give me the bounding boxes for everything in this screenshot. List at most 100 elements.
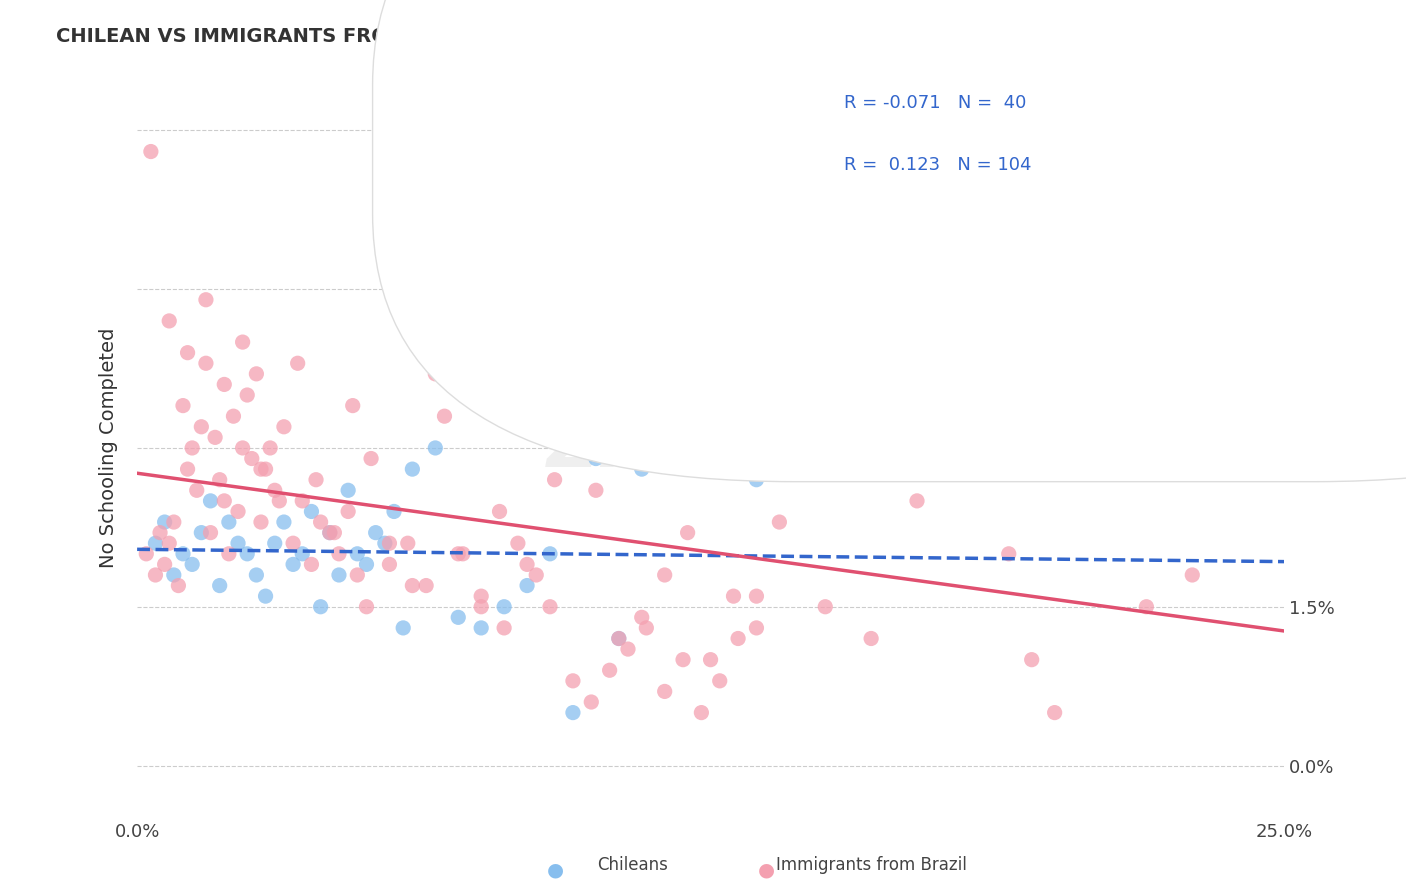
Chileans — [374, 536, 396, 550]
Chileans — [392, 621, 415, 635]
Immigrants from Brazil — [676, 525, 699, 540]
Immigrants from Brazil — [214, 494, 236, 508]
Immigrants from Brazil — [581, 695, 603, 709]
Chileans — [470, 621, 492, 635]
Immigrants from Brazil — [208, 473, 231, 487]
Chileans — [236, 547, 259, 561]
Chileans — [281, 558, 304, 572]
Immigrants from Brazil — [905, 494, 928, 508]
Immigrants from Brazil — [585, 483, 607, 498]
Immigrants from Brazil — [636, 621, 658, 635]
Immigrants from Brazil — [163, 515, 186, 529]
Immigrants from Brazil — [194, 293, 217, 307]
Immigrants from Brazil — [524, 568, 547, 582]
Chileans — [218, 515, 240, 529]
Immigrants from Brazil — [342, 399, 364, 413]
Immigrants from Brazil — [135, 547, 157, 561]
Immigrants from Brazil — [254, 462, 277, 476]
Immigrants from Brazil — [176, 345, 198, 359]
Immigrants from Brazil — [218, 547, 240, 561]
Immigrants from Brazil — [654, 684, 676, 698]
Immigrants from Brazil — [997, 547, 1019, 561]
Chileans — [263, 536, 285, 550]
Chileans — [745, 473, 768, 487]
Immigrants from Brazil — [291, 494, 314, 508]
Immigrants from Brazil — [723, 589, 745, 603]
Immigrants from Brazil — [263, 483, 285, 498]
Immigrants from Brazil — [259, 441, 281, 455]
Immigrants from Brazil — [768, 515, 790, 529]
Immigrants from Brazil — [516, 558, 538, 572]
Immigrants from Brazil — [470, 599, 492, 614]
Chileans — [309, 599, 332, 614]
Immigrants from Brazil — [952, 356, 974, 370]
Chileans — [245, 568, 267, 582]
Immigrants from Brazil — [176, 462, 198, 476]
Immigrants from Brazil — [139, 145, 162, 159]
Immigrants from Brazil — [905, 388, 928, 402]
Immigrants from Brazil — [699, 653, 721, 667]
Text: Chileans: Chileans — [598, 856, 668, 874]
Immigrants from Brazil — [709, 673, 731, 688]
Immigrants from Brazil — [672, 653, 695, 667]
Immigrants from Brazil — [301, 558, 323, 572]
Immigrants from Brazil — [153, 558, 176, 572]
Immigrants from Brazil — [378, 536, 401, 550]
Text: ●: ● — [547, 860, 564, 880]
Chileans — [200, 494, 222, 508]
Immigrants from Brazil — [186, 483, 208, 498]
Text: Source: ZipAtlas.com: Source: ZipAtlas.com — [1201, 27, 1364, 42]
Chileans — [328, 568, 350, 582]
Immigrants from Brazil — [190, 419, 212, 434]
Immigrants from Brazil — [167, 578, 190, 592]
Chileans — [208, 578, 231, 592]
Immigrants from Brazil — [200, 525, 222, 540]
Chileans — [163, 568, 186, 582]
Y-axis label: No Schooling Completed: No Schooling Completed — [100, 327, 118, 568]
Immigrants from Brazil — [447, 547, 470, 561]
Immigrants from Brazil — [337, 504, 360, 518]
Immigrants from Brazil — [145, 568, 167, 582]
Immigrants from Brazil — [425, 367, 447, 381]
Chileans — [630, 462, 652, 476]
Immigrants from Brazil — [232, 335, 254, 350]
Immigrants from Brazil — [236, 388, 259, 402]
Immigrants from Brazil — [451, 547, 474, 561]
Immigrants from Brazil — [1090, 282, 1112, 296]
Chileans — [181, 558, 204, 572]
Immigrants from Brazil — [727, 632, 749, 646]
Chileans — [401, 462, 423, 476]
Immigrants from Brazil — [309, 515, 332, 529]
Immigrants from Brazil — [287, 356, 309, 370]
Immigrants from Brazil — [768, 462, 790, 476]
Immigrants from Brazil — [172, 399, 194, 413]
Immigrants from Brazil — [245, 367, 267, 381]
Immigrants from Brazil — [157, 536, 180, 550]
Immigrants from Brazil — [281, 536, 304, 550]
Immigrants from Brazil — [543, 473, 565, 487]
Immigrants from Brazil — [837, 441, 859, 455]
Immigrants from Brazil — [319, 525, 342, 540]
Chileans — [561, 706, 583, 720]
Text: CHILEAN VS IMMIGRANTS FROM BRAZIL NO SCHOOLING COMPLETED CORRELATION CHART: CHILEAN VS IMMIGRANTS FROM BRAZIL NO SCH… — [56, 27, 1049, 45]
Chileans — [346, 547, 368, 561]
Immigrants from Brazil — [654, 568, 676, 582]
Immigrants from Brazil — [222, 409, 245, 424]
Chileans — [226, 536, 249, 550]
Immigrants from Brazil — [415, 578, 437, 592]
Chileans — [273, 515, 295, 529]
Immigrants from Brazil — [250, 515, 273, 529]
Text: R =  0.123   N = 104: R = 0.123 N = 104 — [844, 156, 1031, 174]
Immigrants from Brazil — [494, 621, 516, 635]
Chileans — [516, 578, 538, 592]
Immigrants from Brazil — [1135, 599, 1157, 614]
Immigrants from Brazil — [690, 706, 713, 720]
Immigrants from Brazil — [488, 504, 510, 518]
Immigrants from Brazil — [378, 558, 401, 572]
Chileans — [607, 632, 630, 646]
Immigrants from Brazil — [401, 578, 423, 592]
Immigrants from Brazil — [599, 663, 621, 677]
Chileans — [538, 547, 561, 561]
Chileans — [172, 547, 194, 561]
Immigrants from Brazil — [1021, 653, 1043, 667]
